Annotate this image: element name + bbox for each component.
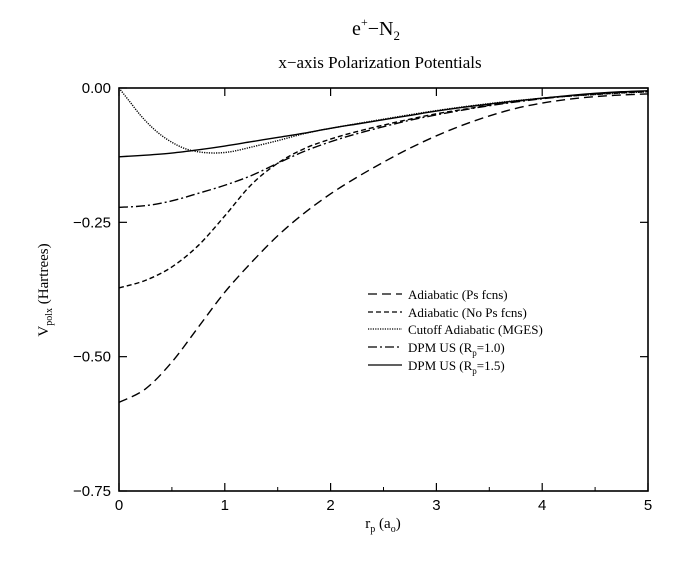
series-line-0 bbox=[118, 93, 649, 403]
legend-label: Cutoff Adiabatic (MGES) bbox=[408, 322, 543, 337]
x-tick-label: 5 bbox=[644, 497, 652, 514]
x-tick-label: 3 bbox=[432, 497, 440, 514]
plot-area bbox=[118, 87, 649, 492]
chart-title: e+−N2 bbox=[352, 15, 400, 43]
x-tick-label: 4 bbox=[538, 497, 546, 514]
legend-label: DPM US (Rp=1.5) bbox=[408, 358, 505, 376]
legend-item: DPM US (Rp=1.5) bbox=[368, 358, 505, 376]
legend-item: Adiabatic (Ps fcns) bbox=[368, 287, 508, 302]
legend-label: Adiabatic (Ps fcns) bbox=[408, 287, 508, 302]
y-axis-label: Vpolx (Hartrees) bbox=[36, 243, 55, 336]
legend-item: DPM US (Rp=1.0) bbox=[368, 340, 505, 358]
y-tick-label: −0.50 bbox=[73, 349, 111, 366]
x-axis-label: rp (ao) bbox=[365, 516, 400, 535]
x-tick-label: 1 bbox=[221, 497, 229, 514]
x-axis: 0 1 2 3 4 5 bbox=[115, 88, 652, 514]
legend-item: Cutoff Adiabatic (MGES) bbox=[368, 322, 543, 337]
series-line-2 bbox=[118, 87, 649, 154]
legend: Adiabatic (Ps fcns) Adiabatic (No Ps fcn… bbox=[368, 287, 543, 376]
x-tick-label: 0 bbox=[115, 497, 123, 514]
series-line-1 bbox=[118, 91, 649, 289]
series-line-3 bbox=[118, 90, 649, 208]
series-group bbox=[118, 87, 649, 403]
legend-label: DPM US (Rp=1.0) bbox=[408, 340, 505, 358]
x-tick-label: 2 bbox=[326, 497, 334, 514]
y-tick-label: 0.00 bbox=[82, 80, 111, 97]
series-line-4 bbox=[118, 89, 649, 158]
y-tick-label: −0.75 bbox=[73, 483, 111, 500]
y-tick-label: −0.25 bbox=[73, 214, 111, 231]
legend-item: Adiabatic (No Ps fcns) bbox=[368, 305, 527, 320]
legend-label: Adiabatic (No Ps fcns) bbox=[408, 305, 527, 320]
chart-subtitle: x−axis Polarization Potentials bbox=[278, 53, 481, 72]
y-axis: 0.00 −0.25 −0.50 −0.75 bbox=[73, 80, 648, 500]
